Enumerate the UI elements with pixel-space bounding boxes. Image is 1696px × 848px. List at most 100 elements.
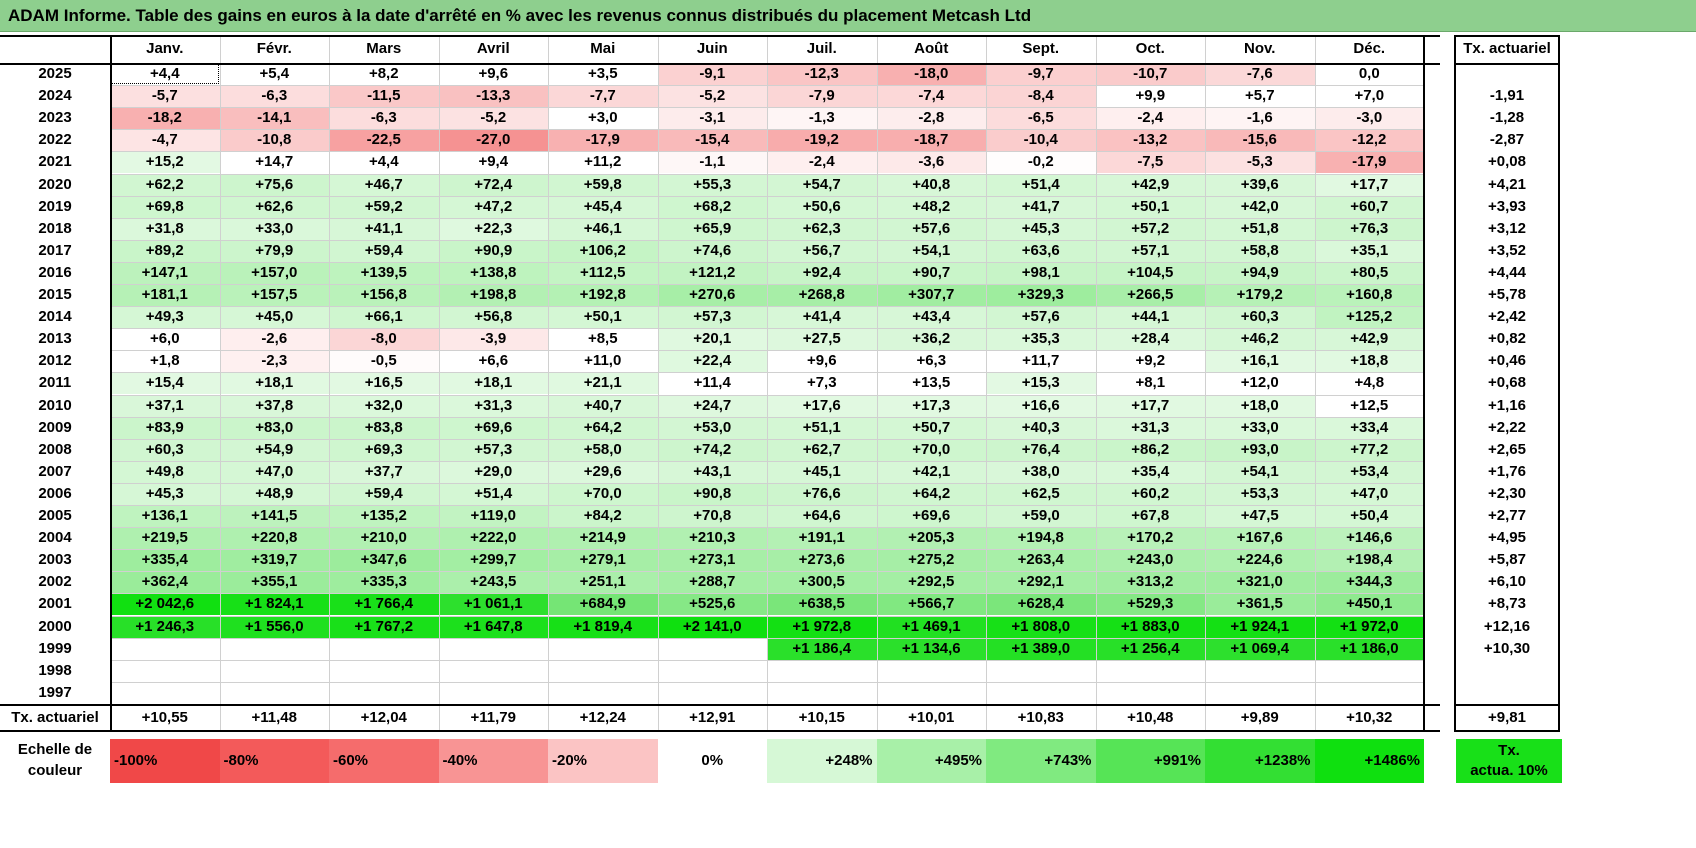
year-label: 2008 [38, 440, 72, 458]
value-cell: -2,4 [767, 151, 877, 174]
scale-label-line1: Echelle de [17, 741, 93, 758]
month-header-2: Mars [366, 40, 402, 57]
value-cell: +147,1 [110, 261, 220, 284]
value-cell: -4,7 [110, 129, 220, 152]
col-grid-line [1205, 35, 1206, 704]
value-cell [438, 659, 548, 682]
value-cell [1095, 659, 1205, 682]
value-cell: -8,4 [986, 85, 1096, 108]
scale-label-line2: couleur [27, 762, 83, 779]
value-cell: +157,5 [219, 284, 329, 307]
rate-cell: +2,77 [1488, 507, 1526, 524]
year-label: 2025 [38, 65, 72, 82]
value-cell: +28,4 [1095, 328, 1205, 351]
value-cell: +1 924,1 [1205, 615, 1315, 638]
value-cell: +62,3 [767, 217, 877, 240]
value-cell: +1 767,2 [329, 615, 439, 638]
value-cell: +72,4 [438, 173, 548, 196]
value-cell: +4,4 [110, 63, 220, 86]
value-cell: +60,3 [1205, 306, 1315, 329]
value-cell: +3,0 [548, 107, 658, 130]
value-cell: -7,5 [1095, 151, 1205, 174]
scale-step: 0% [657, 739, 767, 783]
year-label: 2024 [38, 87, 72, 105]
rate-cell: +1,76 [1488, 462, 1526, 480]
value-cell: +192,8 [548, 284, 658, 307]
value-cell: -18,7 [876, 129, 986, 152]
scale-step: +248% [767, 739, 877, 783]
value-cell: +39,6 [1205, 173, 1315, 196]
value-cell: +69,8 [110, 195, 220, 218]
value-cell: +198,8 [438, 284, 548, 307]
value-cell: -6,3 [219, 85, 329, 108]
border-line [1454, 63, 1560, 65]
value-cell: -17,9 [1314, 151, 1424, 174]
value-cell: +89,2 [110, 239, 220, 262]
value-cell: +90,7 [876, 261, 986, 284]
value-cell: +31,3 [1095, 416, 1205, 439]
value-cell [1205, 681, 1315, 704]
value-cell: +17,6 [767, 394, 877, 417]
month-header-8: Sept. [1022, 40, 1060, 57]
value-cell: -7,6 [1205, 63, 1315, 86]
value-cell: +55,3 [657, 173, 767, 196]
scale-step: -100% [110, 739, 220, 783]
rate-cell: +6,10 [1488, 573, 1526, 591]
value-cell: +3,5 [548, 63, 658, 86]
value-cell: +62,2 [110, 173, 220, 196]
value-cell: +1 808,0 [986, 615, 1096, 638]
value-cell: +62,7 [767, 438, 877, 461]
month-header-11: Déc. [1353, 40, 1386, 57]
value-cell: +20,1 [657, 328, 767, 351]
col-grid-line [1095, 705, 1097, 730]
value-cell: +104,5 [1095, 261, 1205, 284]
value-cell: +51,4 [986, 173, 1096, 196]
value-cell: +4,8 [1314, 372, 1424, 395]
border-line [0, 703, 1440, 706]
value-cell: +40,8 [876, 173, 986, 196]
rate-cell: +0,08 [1488, 153, 1526, 171]
rate-cell: +2,42 [1488, 308, 1526, 326]
value-cell: -22,5 [329, 129, 439, 152]
rate-cell: +4,44 [1488, 263, 1526, 281]
value-cell: +74,2 [657, 438, 767, 461]
value-cell [219, 659, 329, 682]
value-cell [548, 637, 658, 660]
value-cell: -1,3 [767, 107, 877, 130]
border-line [1558, 35, 1560, 732]
value-cell: +65,9 [657, 217, 767, 240]
footer-rate-cell: +10,55 [141, 708, 188, 726]
rate-cell: +12,16 [1483, 617, 1531, 635]
year-label: 2015 [38, 286, 72, 303]
value-cell: +9,2 [1095, 350, 1205, 373]
value-cell: +268,8 [767, 284, 877, 307]
value-cell: +56,8 [438, 306, 548, 329]
value-cell: +16,1 [1205, 350, 1315, 373]
value-cell: +136,1 [110, 505, 220, 528]
value-cell: +170,2 [1095, 527, 1205, 550]
col-grid-line [986, 705, 987, 730]
value-cell: +198,4 [1314, 549, 1424, 572]
value-cell: +139,5 [329, 261, 439, 284]
value-cell: +18,8 [1314, 350, 1424, 373]
value-cell: +5,7 [1205, 85, 1315, 108]
value-cell: +24,7 [657, 394, 767, 417]
value-cell: +29,6 [548, 460, 658, 483]
value-cell: +1 819,4 [548, 615, 658, 638]
border-line [1423, 35, 1425, 732]
value-cell: +47,2 [438, 195, 548, 218]
value-cell: +70,8 [657, 505, 767, 528]
scale-step: -20% [548, 739, 658, 783]
border-line [110, 35, 112, 732]
border-line [1454, 703, 1560, 706]
value-cell: +50,4 [1314, 505, 1424, 528]
value-cell: +292,5 [876, 571, 986, 594]
border-line [0, 729, 1440, 732]
col-grid-line [329, 705, 330, 730]
value-cell: +46,1 [548, 217, 658, 240]
rate-cell: +3,52 [1488, 241, 1526, 259]
value-cell: +11,4 [657, 372, 767, 395]
value-cell: +279,1 [548, 549, 658, 572]
rate-cell: +2,65 [1488, 440, 1526, 458]
col-grid-line [657, 705, 659, 730]
